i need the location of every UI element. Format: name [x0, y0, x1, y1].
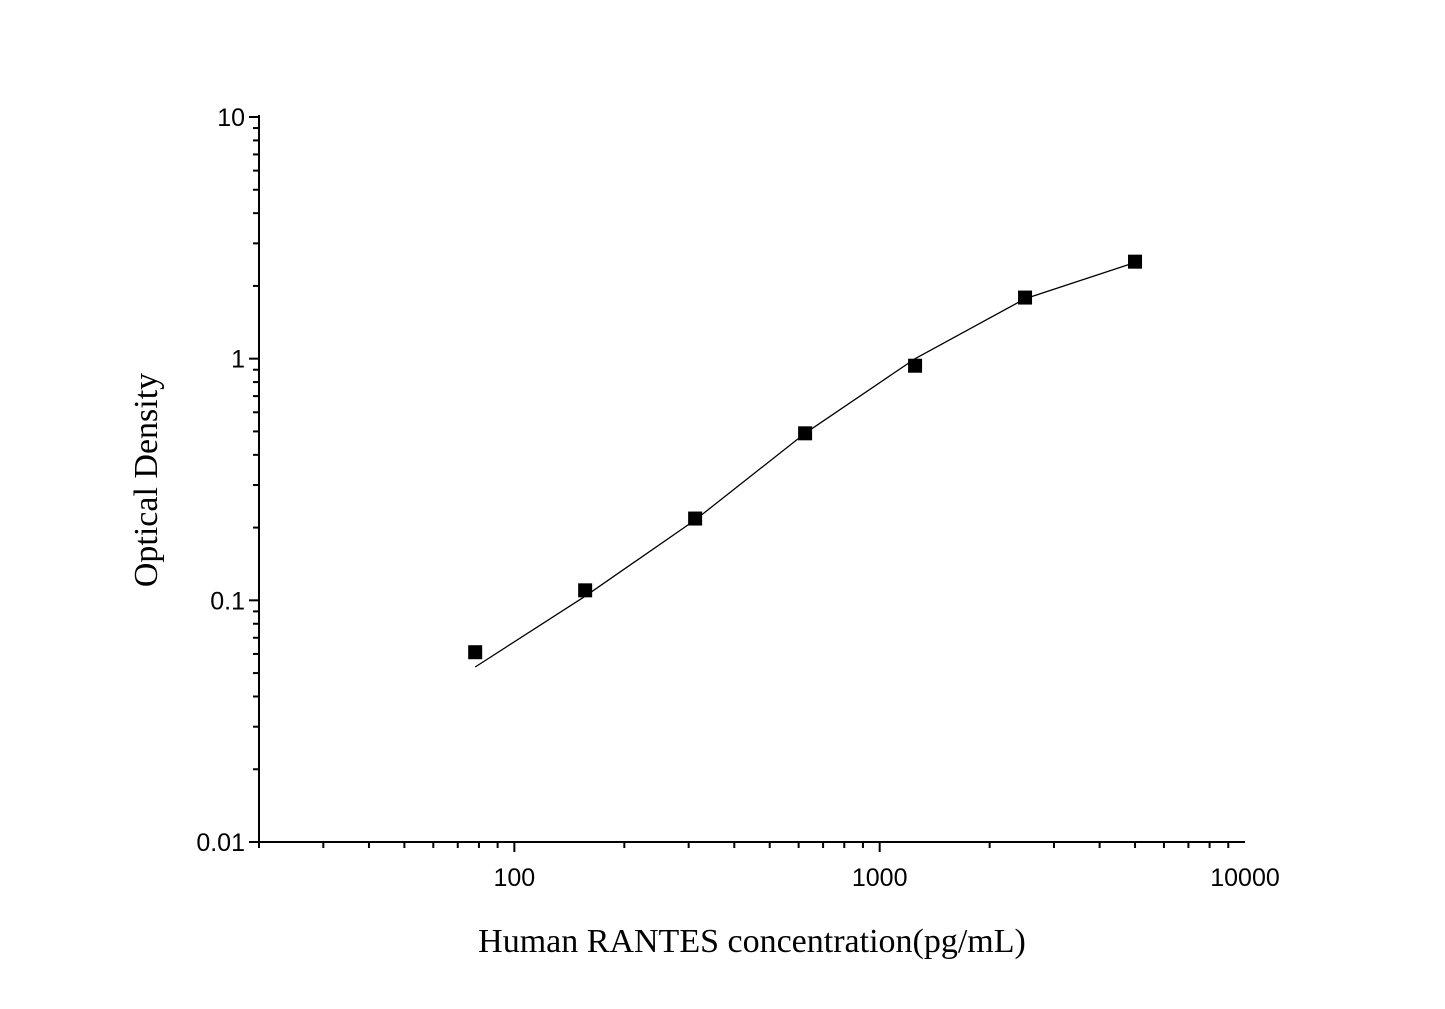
data-point: [578, 583, 593, 598]
data-point: [688, 511, 703, 526]
y-axis-title: Optical Density: [128, 373, 165, 587]
data-point: [798, 426, 813, 441]
x-axis-title: Human RANTES concentration(pg/mL): [478, 923, 1026, 960]
data-point: [908, 358, 923, 373]
y-tick-label: 10: [217, 104, 245, 132]
x-tick-label: 100: [493, 864, 535, 892]
y-tick-label: 1: [231, 346, 245, 374]
data-points: [468, 254, 1143, 660]
data-point: [1018, 290, 1033, 305]
data-point: [1128, 254, 1143, 269]
y-tick-label: 0.01: [196, 829, 245, 857]
fit-curve: [474, 261, 1136, 668]
axes: [258, 115, 1245, 843]
x-tick-label: 1000: [852, 864, 908, 892]
data-point: [468, 645, 483, 660]
ticks: 100 1000 10000 0.01 0.1 1 10: [196, 104, 1279, 892]
y-tick-label: 0.1: [210, 587, 245, 615]
x-tick-label: 10000: [1210, 864, 1280, 892]
fit-curve-group: [474, 261, 1136, 668]
